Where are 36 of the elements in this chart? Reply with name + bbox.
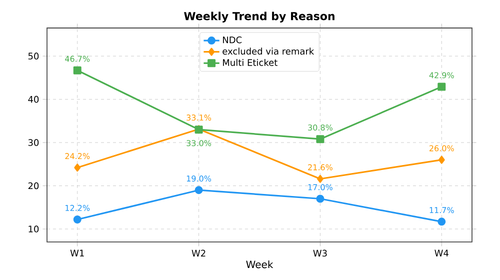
point [74, 164, 81, 172]
data-label: 33.1% [186, 114, 212, 121]
point [316, 194, 324, 203]
data-label: 24.2% [65, 153, 90, 160]
legend-label: Multi Eticket [223, 58, 278, 66]
data-label: 30.8% [308, 124, 332, 131]
y-tick-label: 30 [28, 139, 39, 146]
point [438, 218, 446, 226]
data-label: 17.0% [308, 184, 332, 190]
data-label: 19.0% [186, 176, 212, 182]
data-label: 42.9% [429, 72, 454, 78]
legend-label: NDC [223, 36, 242, 44]
y-tick-label: 50 [28, 52, 39, 60]
x-tick-label: W4 [434, 250, 448, 256]
legend-label: excluded via remark [222, 48, 314, 55]
y-tick-label: 10 [28, 226, 39, 232]
data-label: 12.2% [66, 204, 90, 211]
point [316, 135, 324, 144]
data-label: 11.7% [430, 207, 454, 214]
x-tick-label: W2 [192, 250, 206, 256]
point [194, 186, 203, 194]
point [438, 156, 445, 164]
data-label: 21.6% [308, 164, 332, 170]
x-axis-title: Week [246, 260, 274, 268]
y-tick-label: 20 [28, 182, 39, 190]
chart-title: Weekly Trend by Reason [184, 12, 334, 22]
x-tick-label: W3 [313, 250, 327, 257]
x-tick-label: W1 [70, 250, 84, 256]
data-label: 46.7% [65, 56, 90, 62]
data-label: 33.0% [186, 140, 212, 146]
point [73, 66, 82, 74]
y-tick-label: 40 [28, 96, 39, 103]
data-label: 26.0% [430, 145, 454, 152]
point [73, 216, 82, 224]
point [438, 82, 446, 91]
point [317, 174, 324, 183]
